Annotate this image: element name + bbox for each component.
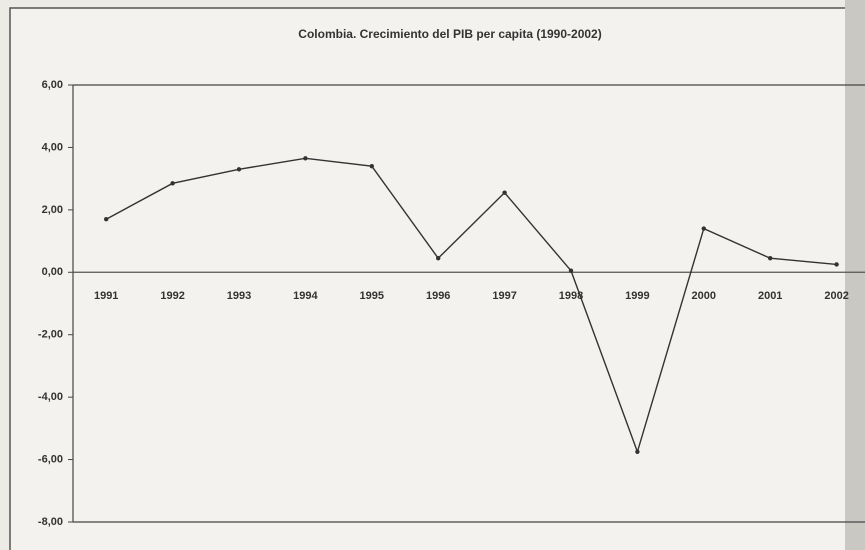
point bbox=[369, 163, 374, 169]
y-tick-label: -6,00 bbox=[38, 453, 63, 465]
point bbox=[502, 190, 507, 195]
y-tick-label: -2,00 bbox=[38, 329, 63, 341]
point bbox=[236, 167, 242, 172]
x-tick-label: 1996 bbox=[426, 290, 450, 302]
y-tick-label: 4,00 bbox=[42, 141, 63, 153]
x-tick-label: 2000 bbox=[692, 290, 716, 302]
point bbox=[635, 449, 640, 454]
x-tick-label: 1993 bbox=[227, 290, 251, 302]
x-tick-label: 1997 bbox=[492, 290, 516, 302]
line bbox=[105, 157, 837, 454]
chart-title: Colombia. Crecimiento del PIB per capita… bbox=[298, 27, 601, 41]
y-tick-label: -4,00 bbox=[38, 391, 63, 403]
point bbox=[170, 181, 175, 186]
x-tick-label: 1991 bbox=[94, 290, 118, 302]
y-tick-label: 6,00 bbox=[42, 79, 63, 91]
y-tick-label: 2,00 bbox=[42, 204, 63, 216]
point bbox=[768, 256, 773, 261]
y-tick-label: 0,00 bbox=[42, 266, 63, 278]
x-tick-label: 1994 bbox=[293, 290, 318, 302]
x-tick-label: 2001 bbox=[758, 290, 782, 302]
point bbox=[303, 156, 308, 161]
point bbox=[834, 262, 839, 267]
chart-frame bbox=[9, 7, 865, 550]
x-tick-label: 2002 bbox=[824, 290, 848, 302]
point bbox=[701, 226, 706, 231]
x-tick-label: 1995 bbox=[360, 290, 384, 302]
x-tick-label: 1999 bbox=[625, 290, 649, 302]
x-tick-label: 1992 bbox=[160, 290, 184, 302]
point bbox=[104, 217, 109, 222]
point bbox=[436, 256, 441, 261]
y-tick-label: -8,00 bbox=[38, 516, 63, 528]
x-tick-label: 1998 bbox=[559, 290, 583, 302]
point bbox=[568, 268, 574, 273]
scan-edge bbox=[845, 0, 865, 550]
